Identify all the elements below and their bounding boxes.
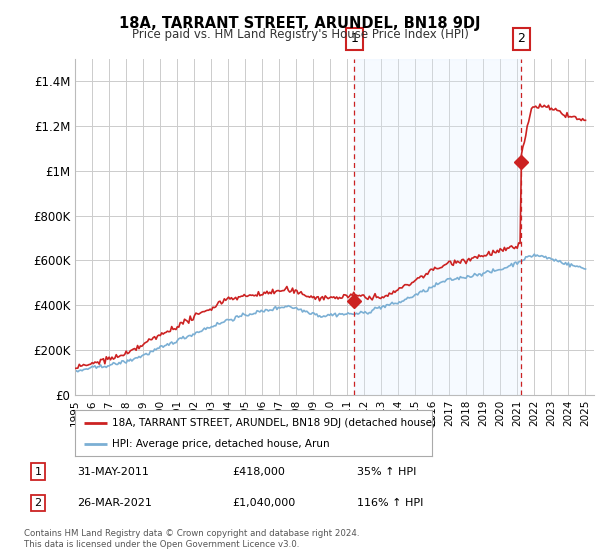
Bar [355,59,521,395]
Text: 18A, TARRANT STREET, ARUNDEL, BN18 9DJ (detached house): 18A, TARRANT STREET, ARUNDEL, BN18 9DJ (… [112,418,436,428]
Text: 26-MAR-2021: 26-MAR-2021 [77,498,152,508]
Text: 35% ↑ HPI: 35% ↑ HPI [357,466,416,477]
Text: 31-MAY-2011: 31-MAY-2011 [77,466,149,477]
Text: 18A, TARRANT STREET, ARUNDEL, BN18 9DJ: 18A, TARRANT STREET, ARUNDEL, BN18 9DJ [119,16,481,31]
Text: Price paid vs. HM Land Registry's House Price Index (HPI): Price paid vs. HM Land Registry's House … [131,28,469,41]
Text: £1,040,000: £1,040,000 [233,498,296,508]
Text: HPI: Average price, detached house, Arun: HPI: Average price, detached house, Arun [112,439,330,449]
Text: 1: 1 [350,32,358,45]
Text: £418,000: £418,000 [233,466,286,477]
Text: 2: 2 [517,32,525,45]
Text: Contains HM Land Registry data © Crown copyright and database right 2024.
This d: Contains HM Land Registry data © Crown c… [24,529,359,549]
Text: 2: 2 [35,498,41,508]
Text: 1: 1 [35,466,41,477]
Text: 116% ↑ HPI: 116% ↑ HPI [357,498,423,508]
